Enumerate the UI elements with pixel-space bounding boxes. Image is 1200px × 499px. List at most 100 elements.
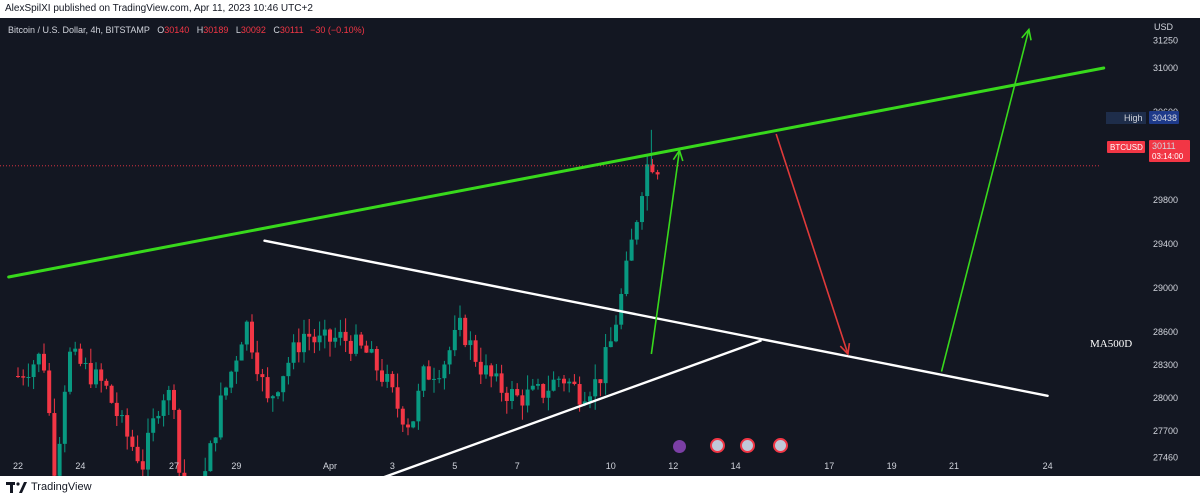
candle-body [484,365,488,375]
candle-body [504,392,509,401]
price-tick-label: 29800 [1153,195,1178,205]
candle-body [598,379,603,384]
candle-body [16,376,20,377]
candle-body [307,333,312,337]
candle-body [546,390,551,398]
candle-body [125,415,130,437]
candle-body [416,390,421,422]
candle-body [317,335,322,343]
red-down-arrow [775,133,849,355]
candle-body [328,329,332,342]
price-chart[interactable]: 2700027220274602770028000283002860029000… [0,18,1200,476]
candle-body [359,334,364,346]
candle-body [229,371,234,388]
candle-body [291,342,296,363]
candle-body [83,362,88,364]
candle-body [255,352,260,375]
candle-body [338,331,343,338]
us-economic-event-icon[interactable] [710,438,725,453]
candle-body [364,345,369,353]
candle-body [218,395,223,438]
candle-body [525,389,530,406]
footer-brand: TradingView [31,481,92,493]
green-up-arrow-2 [940,29,1030,372]
candle-body [36,353,41,365]
publish-info: AlexSpilXI published on TradingView.com,… [5,3,313,14]
candle-body [166,389,171,401]
green-up-arrow-1 [650,150,681,355]
time-tick-label: 3 [390,461,395,471]
candle-body [333,337,338,342]
high-tag-label: High [1124,113,1143,123]
us-economic-event-icon[interactable] [773,438,788,453]
time-tick-label: Apr [323,461,337,471]
green-up-arrow-2-head [1021,27,1032,41]
candle-body [380,370,384,382]
candle-body [140,461,145,470]
candle-body [182,472,187,476]
candle-body [239,344,244,361]
high-value: 30189 [203,25,229,35]
time-tick-label: 19 [887,461,897,471]
candle-body [177,409,182,473]
price-tick-label: 29400 [1153,239,1178,249]
candle-body [400,408,405,425]
candle-body [494,373,499,377]
time-tick-label: 7 [515,461,520,471]
last-tag-symbol: BTCUSD [1110,143,1143,152]
chart-legend: Bitcoin / U.S. Dollar, 4h, BITSTAMP O301… [8,25,365,35]
us-economic-event-icon[interactable] [740,438,755,453]
candle-body [348,340,353,354]
open-value: 30140 [164,25,190,35]
candle-body [619,294,624,325]
candle-body [426,366,431,380]
candle-body [499,373,504,393]
candle-body [510,389,514,401]
candle-body [588,396,592,402]
footer: TradingView [0,476,1200,499]
candle-body [489,365,494,377]
candle-body [260,374,265,378]
time-tick-label: 27 [169,461,179,471]
candle-body [577,384,582,405]
candle-body [161,400,166,416]
symbol-title: Bitcoin / U.S. Dollar, 4h, BITSTAMP [8,25,150,35]
ma500d-label: MA500D [1090,338,1132,350]
time-tick-label: 12 [668,461,678,471]
candle-body [395,387,400,409]
publish-header: AlexSpilXI published on TradingView.com,… [0,0,1200,18]
candle-body [374,348,379,371]
candle-body [655,172,660,175]
event-flash-icon[interactable] [673,440,686,453]
price-tick-label: 31250 [1153,36,1178,46]
candle-body [463,317,468,346]
chart-panel[interactable]: 2700027220274602770028000283002860029000… [0,18,1200,476]
candle-body [624,260,629,295]
candle-body [172,389,176,410]
time-tick-label: 17 [824,461,834,471]
candle-body [224,387,228,396]
time-tick-label: 24 [75,461,85,471]
candle-body [603,347,608,384]
price-tick-label: 29000 [1153,283,1178,293]
candle-body [21,376,26,378]
candle-body [151,418,156,433]
candle-body [156,415,161,419]
candle-body [99,369,104,381]
candle-body [634,222,639,240]
candle-body [520,395,525,406]
candle-body [26,377,31,379]
candle-body [556,378,561,380]
time-tick-label: 21 [949,461,959,471]
candle-body [432,378,436,380]
candle-body [312,336,317,343]
time-tick-label: 10 [606,461,616,471]
candle-body [452,329,457,351]
candle-body [68,351,72,392]
candle-body [276,392,280,397]
candle-body [572,381,577,385]
candle-body [265,377,270,399]
price-tick-label: 27460 [1153,452,1178,462]
candle-body [296,342,301,353]
candle-body [582,401,587,405]
